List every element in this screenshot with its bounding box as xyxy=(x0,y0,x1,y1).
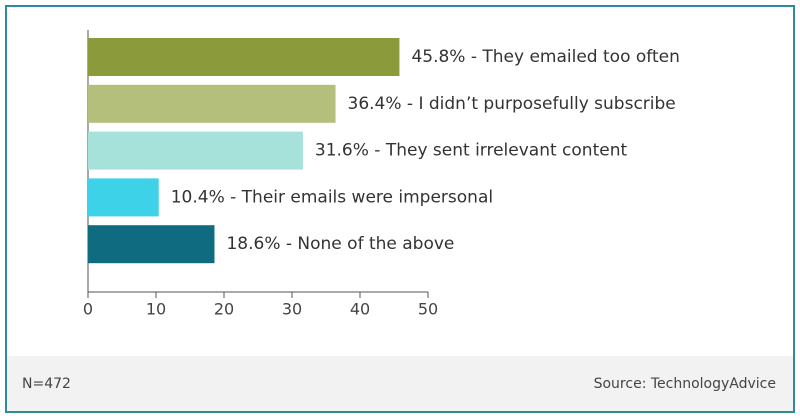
x-tick-label: 30 xyxy=(282,300,302,319)
x-tick-label: 20 xyxy=(214,300,234,319)
bar xyxy=(88,178,159,217)
x-tick-label: 0 xyxy=(83,300,93,319)
data-label: 45.8% - They emailed too often xyxy=(411,47,679,67)
x-tick-label: 10 xyxy=(146,300,166,319)
x-tick-label: 40 xyxy=(350,300,370,319)
data-label: 31.6% - They sent irrelevant content xyxy=(315,141,628,161)
source: Source: TechnologyAdvice xyxy=(594,376,776,392)
x-tick-label: 50 xyxy=(418,300,438,319)
data-label: 18.6% - None of the above xyxy=(226,234,454,254)
bar xyxy=(88,38,400,76)
footer-band xyxy=(7,356,793,411)
note: N=472 xyxy=(22,376,71,392)
data-label: 10.4% - Their emails were impersonal xyxy=(171,187,493,207)
data-label: 36.4% - I didn’t purposefully subscribe xyxy=(348,94,676,114)
bar xyxy=(88,225,215,264)
bar xyxy=(88,84,336,123)
bar xyxy=(88,131,303,170)
